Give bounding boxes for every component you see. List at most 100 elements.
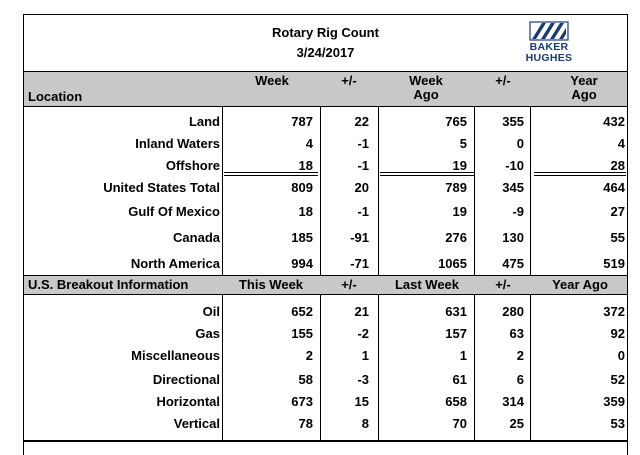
cell-year-ago: 53 [610,416,625,431]
column-divider [222,294,223,440]
change-header-1: +/- [341,73,357,88]
cell-pm1: -1 [357,136,369,151]
year-ago-header-line2: Ago [571,87,597,102]
cell-pm1: 8 [361,416,369,431]
subtotal-underline [380,172,474,173]
cell-year-ago: 372 [603,304,625,319]
week-header: Week [255,73,289,88]
column-divider [378,106,379,275]
rig-count-table: Rotary Rig Count 3/24/2017 BAKER HUGHES … [23,14,628,455]
cell-week: 787 [291,114,313,129]
column-divider [320,294,321,440]
cell-pm1: 1 [361,348,369,363]
table-row: Oil 652 21 631 280 372 [24,301,627,323]
report-date: 3/24/2017 [296,45,355,60]
cell-week: 2 [305,348,313,363]
cell-year-ago: 55 [610,230,625,245]
cell-week-ago: 19 [452,158,467,173]
cell-pm2: 0 [516,136,524,151]
column-divider [474,106,475,275]
cell-pm2: -9 [512,204,524,219]
baker-hughes-logo-icon [529,21,569,41]
cell-year-ago: 28 [610,158,625,173]
table-row: United States Total 809 20 789 345 464 [24,177,627,199]
week-ago-header-line1: Week [409,73,443,88]
cell-pm2: 63 [509,326,524,341]
row-label: Horizontal [156,394,220,409]
change-header-2: +/- [495,73,511,88]
cell-pm1: -71 [350,256,369,271]
row-label: Gas [195,326,220,341]
table-row: Vertical 78 8 70 25 53 [24,413,627,435]
column-divider [378,294,379,440]
cell-week-ago: 631 [445,304,467,319]
year-ago-header-line1: Year [570,73,598,88]
column-divider [474,294,475,440]
cell-pm1: 21 [354,304,369,319]
cell-pm2: 314 [502,394,524,409]
column-divider [222,106,223,275]
row-label: United States Total [103,180,220,195]
cell-pm1: -2 [357,326,369,341]
cell-pm2: -10 [505,158,524,173]
cell-week-ago: 70 [452,416,467,431]
row-label: Oil [202,304,220,319]
change-header-3: +/- [341,277,357,292]
cell-pm2: 25 [509,416,524,431]
cell-week: 994 [291,256,313,271]
this-week-header: This Week [238,277,304,292]
row-label: Miscellaneous [131,348,220,363]
table-row: Land 787 22 765 355 432 [24,111,627,133]
cell-week: 18 [298,158,313,173]
title-area: Rotary Rig Count 3/24/2017 BAKER HUGHES [24,15,627,71]
table-row: Gulf Of Mexico 18 -1 19 -9 27 [24,201,627,223]
subtotal-underline [380,175,474,176]
cell-week: 155 [291,326,313,341]
cell-year-ago: 4 [617,136,625,151]
logo-word-baker: BAKER [529,41,569,53]
cell-pm2: 355 [502,114,524,129]
table-row: Miscellaneous 2 1 1 2 0 [24,345,627,367]
cell-year-ago: 0 [617,348,625,363]
cell-pm2: 345 [502,180,524,195]
week-ago-header-line2: Ago [413,87,439,102]
cell-pm1: -1 [357,204,369,219]
row-label: Land [188,114,220,129]
cell-week-ago: 765 [445,114,467,129]
cell-week-ago: 61 [452,372,467,387]
column-divider [530,106,531,275]
table-row: Directional 58 -3 61 6 52 [24,369,627,391]
row-label: Vertical [173,416,220,431]
cell-week-ago: 276 [445,230,467,245]
cell-pm1: 20 [354,180,369,195]
logo-word-hughes: HUGHES [525,52,573,64]
cell-pm1: 22 [354,114,369,129]
cell-week-ago: 789 [445,180,467,195]
cell-week: 185 [291,230,313,245]
cell-pm2: 475 [502,256,524,271]
cell-pm2: 2 [516,348,524,363]
cell-pm1: -3 [357,372,369,387]
cell-year-ago: 432 [603,114,625,129]
cell-week-ago: 1 [459,348,467,363]
cell-week: 58 [298,372,313,387]
cell-year-ago: 519 [603,256,625,271]
cell-pm2: 6 [516,372,524,387]
cell-week: 4 [305,136,313,151]
cell-pm2: 280 [502,304,524,319]
row-label: North America [130,256,220,271]
row-label: Gulf Of Mexico [128,204,220,219]
cell-week-ago: 157 [445,326,467,341]
cell-pm2: 130 [502,230,524,245]
cell-week: 652 [291,304,313,319]
cell-pm1: -91 [350,230,369,245]
cell-year-ago: 27 [610,204,625,219]
cell-year-ago: 52 [610,372,625,387]
location-header: Location Week +/- Week Ago +/- Year Ago [24,71,627,107]
cell-year-ago: 92 [610,326,625,341]
change-header-4: +/- [495,277,511,292]
breakout-header-label: U.S. Breakout Information [28,277,189,292]
row-label: Offshore [165,158,220,173]
cell-pm1: 15 [354,394,369,409]
cell-week-ago: 5 [459,136,467,151]
